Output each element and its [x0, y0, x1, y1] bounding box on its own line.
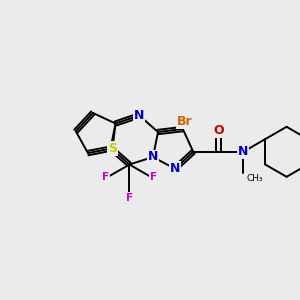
Text: S: S	[108, 142, 117, 155]
Text: N: N	[170, 162, 180, 175]
Text: O: O	[213, 124, 224, 137]
Text: N: N	[238, 145, 248, 158]
Text: F: F	[126, 193, 133, 202]
Text: CH₃: CH₃	[246, 174, 263, 183]
Text: N: N	[134, 109, 144, 122]
Text: N: N	[148, 151, 158, 164]
Text: F: F	[149, 172, 157, 182]
Text: F: F	[102, 172, 109, 182]
Text: Br: Br	[177, 115, 193, 128]
